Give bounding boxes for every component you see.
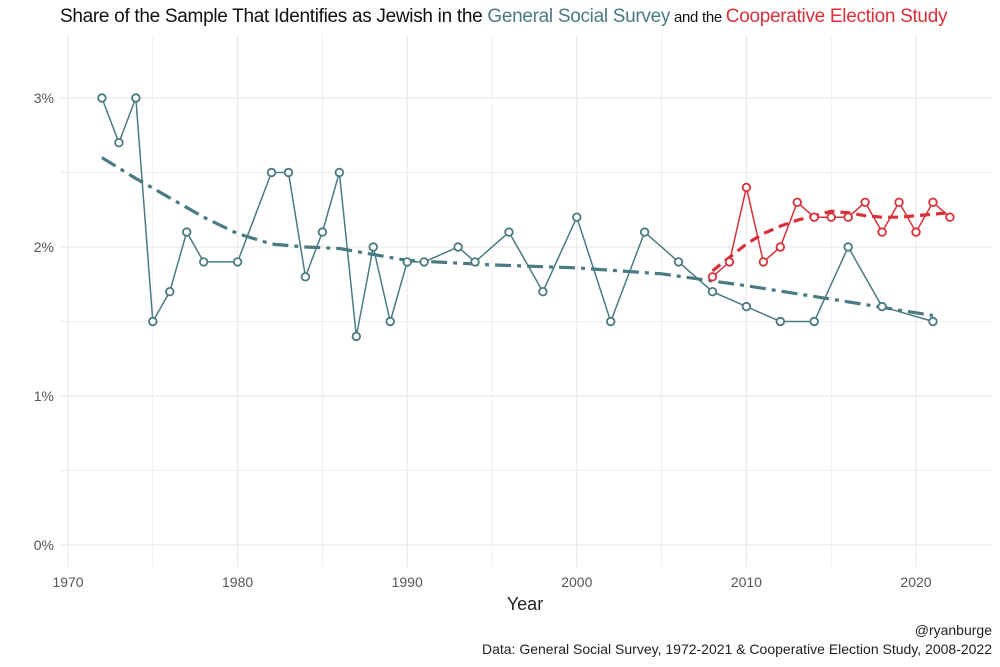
caption-source: Data: General Social Survey, 1972-2021 &…: [481, 641, 992, 657]
gss-data-point: [97, 93, 107, 103]
gss-data-point: [266, 167, 277, 178]
ces-data-point: [741, 182, 752, 193]
gss-data-point: [368, 242, 378, 252]
title-part: Share of the Sample That Identifies as J…: [60, 6, 488, 27]
y-tick-label: 3%: [34, 90, 54, 106]
y-tick-label: 2%: [34, 239, 54, 255]
gss-data-point: [741, 301, 752, 312]
ces-data-point: [911, 227, 921, 237]
gss-data-point: [351, 331, 362, 342]
x-tick-label: 1990: [392, 574, 423, 590]
ces-data-point: [826, 212, 836, 222]
ces-data-point: [945, 212, 955, 222]
gss-data-point: [572, 212, 582, 222]
gss-data-point: [334, 167, 345, 178]
gss-data-point: [385, 316, 395, 327]
ces-data-point: [928, 197, 938, 207]
ces-data-point: [894, 197, 904, 207]
gss-data-point: [283, 167, 294, 178]
gss-data-point: [317, 227, 328, 237]
ces-trend-line: [711, 209, 951, 273]
ces-data-point: [860, 197, 870, 207]
y-tick-label: 0%: [34, 537, 54, 553]
x-tick-label: 1980: [222, 574, 253, 590]
gss-series-line: [101, 97, 934, 337]
gss-data-point: [809, 316, 819, 327]
ces-data-point: [758, 257, 769, 267]
gss-data-point: [165, 287, 175, 297]
x-tick-label: 2000: [561, 574, 592, 590]
gss-data-point: [148, 316, 158, 327]
y-tick-label: 1%: [34, 388, 54, 404]
title-part: and the: [670, 9, 726, 26]
gss-data-point: [639, 227, 650, 237]
ces-data-point: [809, 212, 819, 222]
gss-data-point: [114, 137, 124, 148]
title-part: Cooperative Election Study: [725, 6, 948, 27]
caption-handle: @ryanburge: [914, 622, 992, 638]
title-part: General Social Survey: [487, 6, 671, 27]
gss-data-point: [775, 316, 786, 327]
x-axis-label: Year: [506, 594, 544, 614]
gss-data-point: [453, 242, 463, 252]
x-tick-label: 2020: [900, 574, 931, 590]
gss-data-point: [606, 316, 616, 327]
ces-data-point: [724, 257, 735, 267]
gss-data-point: [504, 227, 514, 237]
gss-data-point: [470, 257, 480, 267]
chart-title: Share of the Sample That Identifies as J…: [60, 6, 947, 28]
x-tick-label: 2010: [731, 574, 762, 590]
ces-data-point: [707, 272, 718, 282]
gss-data-point: [673, 257, 684, 267]
gss-data-point: [198, 257, 209, 267]
gss-data-point: [843, 242, 853, 252]
gss-data-point: [877, 301, 887, 312]
ces-data-point: [775, 242, 786, 252]
ces-data-point: [843, 212, 853, 222]
gss-data-point: [300, 272, 311, 282]
gss-data-point: [538, 287, 548, 297]
gss-trend-line: [101, 156, 934, 318]
gss-data-point: [707, 287, 718, 297]
ces-data-point: [877, 227, 887, 237]
gss-data-point: [928, 316, 938, 327]
gss-data-point: [419, 257, 429, 267]
gss-data-point: [402, 257, 412, 267]
gss-data-point: [182, 227, 192, 237]
ces-data-point: [792, 197, 802, 207]
gss-data-point: [232, 257, 243, 267]
gss-data-point: [131, 93, 141, 103]
x-tick-label: 1970: [52, 574, 83, 590]
